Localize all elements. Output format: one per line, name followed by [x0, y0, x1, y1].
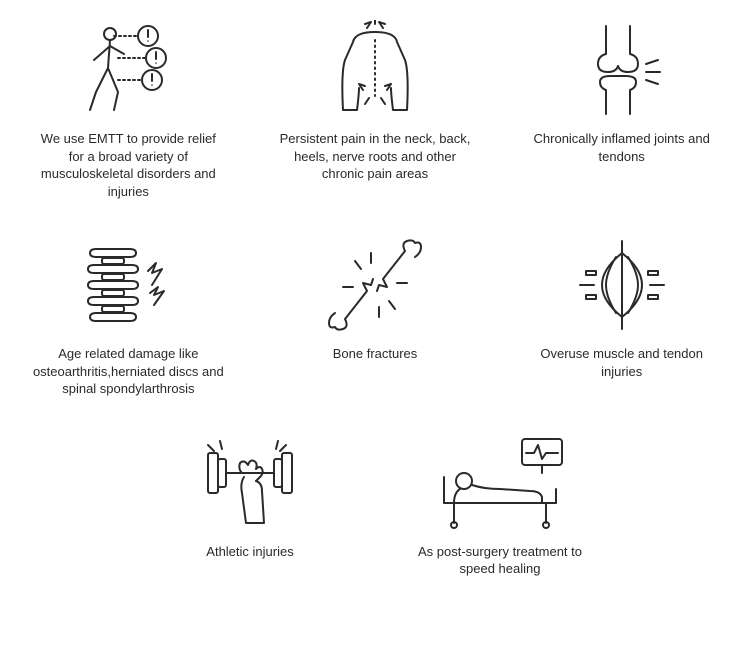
caption-emtt: We use EMTT to provide relief for a broa…	[30, 130, 227, 200]
cell-age-damage: Age related damage like osteoarthritis,h…	[30, 235, 227, 398]
caption-age-damage: Age related damage like osteoarthritis,h…	[30, 345, 227, 398]
knee-joint-pain-icon	[562, 20, 682, 120]
row-1: We use EMTT to provide relief for a broa…	[30, 20, 720, 200]
dumbbell-hand-icon	[190, 433, 310, 533]
caption-persistent-pain: Persistent pain in the neck, back, heels…	[277, 130, 474, 183]
caption-athletic: Athletic injuries	[150, 543, 350, 561]
running-person-alerts-icon	[68, 20, 188, 120]
caption-post-surgery: As post-surgery treatment to speed heali…	[400, 543, 600, 578]
caption-overuse: Overuse muscle and tendon injuries	[523, 345, 720, 380]
row-3: Athletic injuries As post	[30, 433, 720, 578]
caption-inflamed-joints: Chronically inflamed joints and tendons	[523, 130, 720, 165]
broken-bone-icon	[315, 235, 435, 335]
spine-vertebrae-pain-icon	[68, 235, 188, 335]
cell-inflamed-joints: Chronically inflamed joints and tendons	[523, 20, 720, 200]
hospital-bed-monitor-icon	[430, 433, 570, 533]
caption-bone-fractures: Bone fractures	[277, 345, 474, 363]
muscle-fiber-pain-icon	[562, 235, 682, 335]
cell-athletic: Athletic injuries	[150, 433, 350, 578]
infographic-grid: We use EMTT to provide relief for a broa…	[0, 0, 750, 653]
cell-bone-fractures: Bone fractures	[277, 235, 474, 398]
torso-spine-pain-icon	[315, 20, 435, 120]
row-2: Age related damage like osteoarthritis,h…	[30, 235, 720, 398]
cell-overuse: Overuse muscle and tendon injuries	[523, 235, 720, 398]
cell-persistent-pain: Persistent pain in the neck, back, heels…	[277, 20, 474, 200]
cell-emtt: We use EMTT to provide relief for a broa…	[30, 20, 227, 200]
cell-post-surgery: As post-surgery treatment to speed heali…	[400, 433, 600, 578]
